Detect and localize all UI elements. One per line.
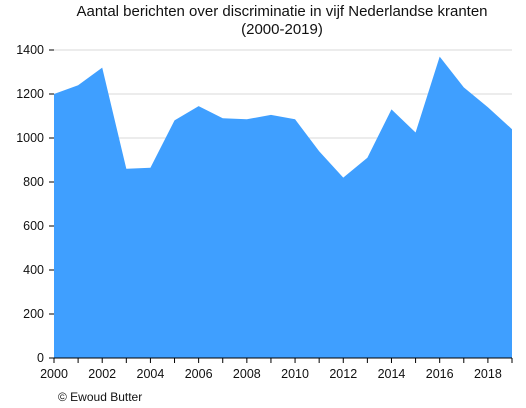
x-tick-label-2002: 2002 — [88, 367, 116, 381]
x-tick-label-2012: 2012 — [329, 367, 357, 381]
y-tick-label-400: 400 — [23, 263, 44, 277]
y-tick-label-1200: 1200 — [16, 87, 44, 101]
x-tick-label-2016: 2016 — [426, 367, 454, 381]
axes — [49, 49, 513, 363]
chart-title-line-1: Aantal berichten over discriminatie in v… — [76, 3, 487, 20]
x-tick-labels: 2000 2002 2004 2006 2008 2010 2012 2014 2016 2018 — [40, 367, 502, 381]
chart-title-line-2: (2000-2019) — [241, 21, 323, 38]
y-tick-label-1000: 1000 — [16, 131, 44, 145]
x-tick-label-2000: 2000 — [40, 367, 68, 381]
x-tick-label-2008: 2008 — [233, 367, 261, 381]
credit-text: © Ewoud Butter — [58, 390, 142, 404]
x-tick-label-2014: 2014 — [378, 367, 406, 381]
y-tick-labels: 0 200 400 600 800 1000 1200 1400 — [16, 43, 44, 365]
y-tick-label-1400: 1400 — [16, 43, 44, 57]
y-tick-label-600: 600 — [23, 219, 44, 233]
x-tick-label-2004: 2004 — [137, 367, 165, 381]
x-tick-label-2018: 2018 — [474, 367, 502, 381]
y-tick-label-800: 800 — [23, 175, 44, 189]
y-tick-label-200: 200 — [23, 307, 44, 321]
x-tick-label-2006: 2006 — [185, 367, 213, 381]
x-tick-label-2010: 2010 — [281, 367, 309, 381]
area-series — [53, 56, 513, 358]
area-fill — [54, 56, 512, 358]
y-tick-label-0: 0 — [37, 351, 44, 365]
